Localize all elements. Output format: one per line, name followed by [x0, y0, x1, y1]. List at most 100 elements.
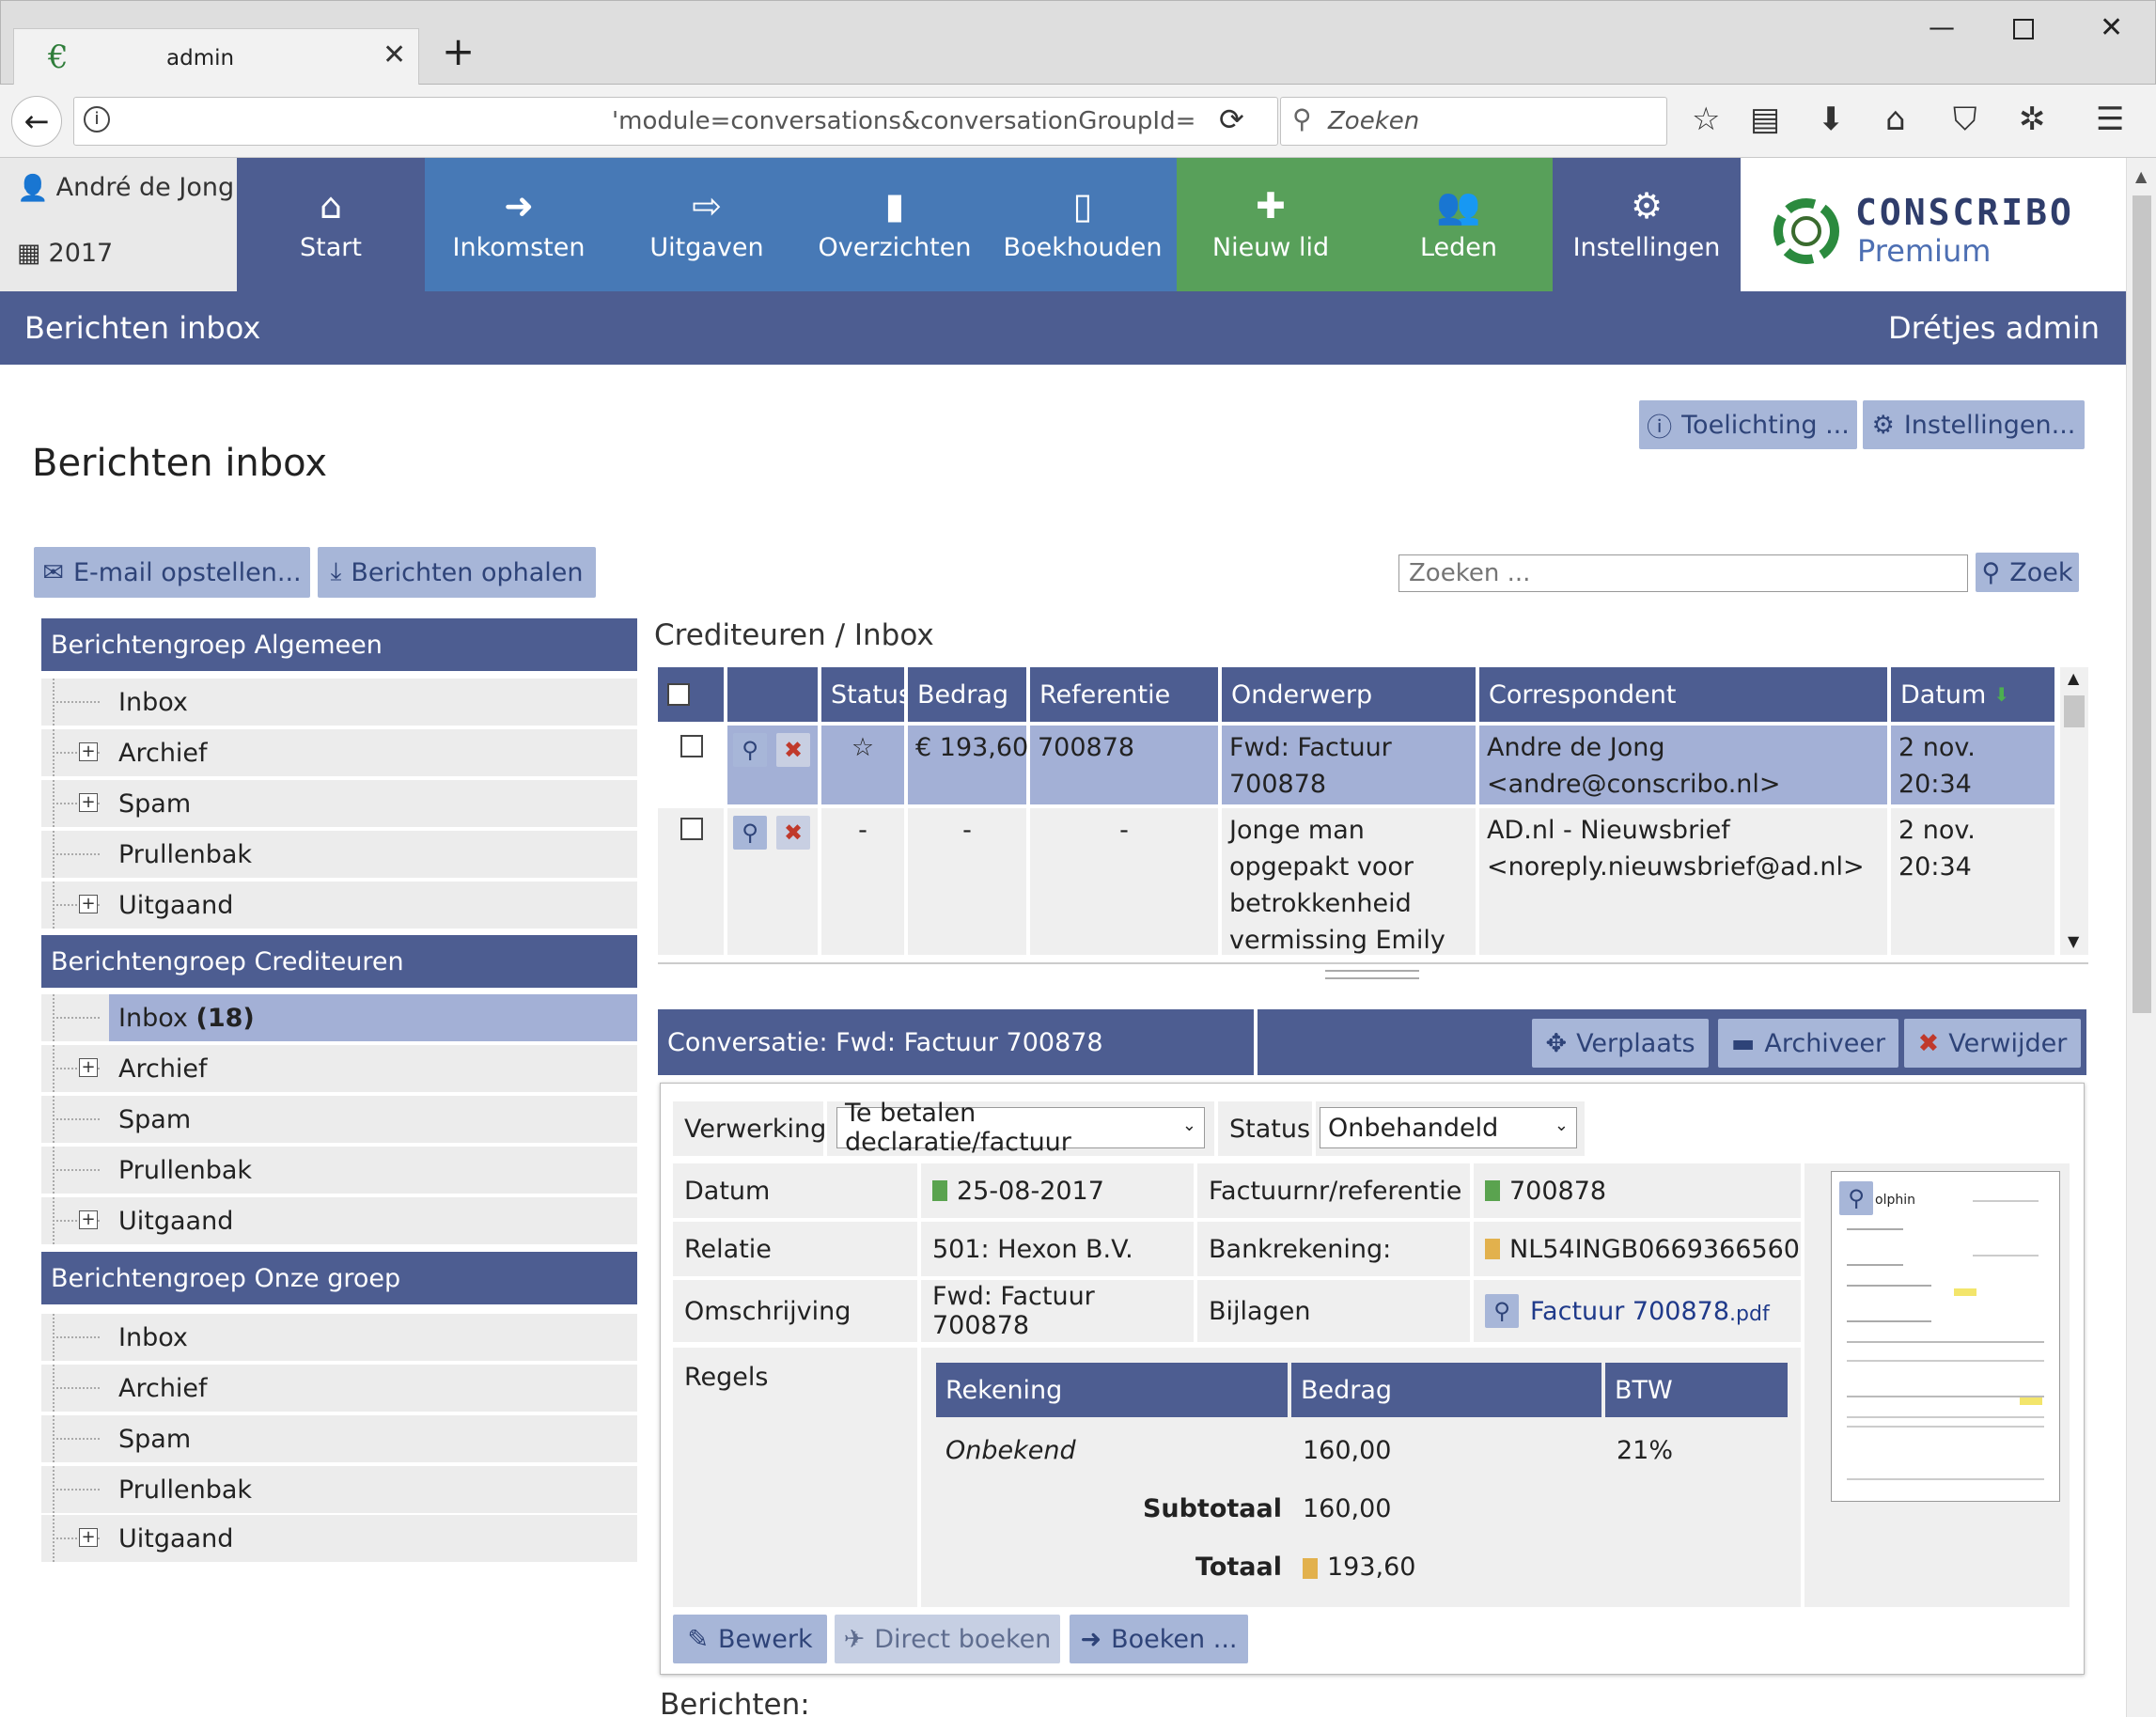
pocket-icon[interactable]: ⛉ — [1953, 101, 1977, 138]
zoom-icon[interactable]: ⚲ — [1485, 1294, 1519, 1328]
row-checkbox[interactable] — [680, 818, 703, 840]
move-button[interactable]: ✥ Verplaats — [1532, 1019, 1709, 1068]
expand-icon[interactable]: + — [79, 895, 98, 913]
window-close-icon[interactable]: ✕ — [2100, 11, 2124, 44]
relation-value: 501: Hexon B.V. — [921, 1222, 1194, 1276]
reading-list-icon[interactable]: ▤ — [1750, 101, 1781, 138]
delete-message-button[interactable]: ✖ — [776, 733, 810, 767]
help-button[interactable]: ⓘ Toelichting ... — [1639, 400, 1857, 449]
nav-overzichten[interactable]: ▮ Overzichten — [801, 158, 989, 291]
list-scroll-down-icon[interactable]: ▼ — [2068, 932, 2080, 950]
invoice-preview[interactable]: ⚲ olphin — [1831, 1171, 2060, 1502]
url-text[interactable]: 'module=conversations&conversationGroupI… — [612, 107, 1196, 135]
column-bedrag[interactable]: Bedrag — [908, 667, 1026, 722]
tree-item-crediteuren-uitgaand[interactable]: + Uitgaand — [41, 1197, 637, 1244]
list-scroll-up-icon[interactable]: ▲ — [2068, 669, 2080, 687]
maximize-icon[interactable] — [2013, 19, 2034, 39]
date-value[interactable]: 25-08-2017 — [921, 1163, 1194, 1218]
nav-nieuw-lid[interactable]: ✚ Nieuw lid — [1177, 158, 1365, 291]
preview-zoom-icon[interactable]: ⚲ — [1839, 1181, 1873, 1215]
column-correspondent[interactable]: Correspondent — [1479, 667, 1887, 722]
status-select[interactable]: Onbehandeld ⌄ — [1320, 1107, 1577, 1148]
year-selector[interactable]: ▦ 2017 — [17, 239, 114, 268]
minimize-icon[interactable]: — — [1929, 11, 1955, 42]
tree-item-onze-groep-archief[interactable]: Archief — [41, 1365, 637, 1412]
group-header-crediteuren[interactable]: Berichtengroep Crediteuren — [41, 935, 637, 988]
close-tab-icon[interactable]: ✕ — [383, 39, 407, 71]
tree-item-onze-groep-inbox[interactable]: Inbox — [41, 1314, 637, 1361]
nav-leden[interactable]: 👥 Leden — [1365, 158, 1553, 291]
nav-inkomsten[interactable]: ➜ Inkomsten — [425, 158, 613, 291]
group-header-algemeen[interactable]: Berichtengroep Algemeen — [41, 618, 637, 671]
back-button[interactable]: ← — [11, 96, 62, 147]
table-row[interactable]: ⚲ ✖ ☆ € 193,60 700878 Fwd: Factuur 70087… — [658, 726, 2054, 804]
settings-button[interactable]: ⚙ Instellingen... — [1863, 400, 2085, 449]
extension-icon[interactable]: ✲ — [2019, 101, 2046, 138]
tree-item-onze-groep-uitgaand[interactable]: + Uitgaand — [41, 1515, 637, 1562]
edit-button[interactable]: ✎ Bewerk — [673, 1615, 827, 1663]
expand-icon[interactable]: + — [79, 1528, 98, 1547]
compose-email-button[interactable]: ✉ E-mail opstellen... — [34, 547, 310, 598]
view-message-button[interactable]: ⚲ — [733, 733, 767, 767]
new-tab-icon[interactable]: + — [442, 28, 476, 74]
view-message-button[interactable]: ⚲ — [733, 816, 767, 850]
nav-instellingen[interactable]: ⚙ Instellingen — [1553, 158, 1741, 291]
delete-message-button[interactable]: ✖ — [776, 816, 810, 850]
tree-item-algemeen-inbox[interactable]: Inbox — [41, 679, 637, 726]
info-icon[interactable]: i — [84, 106, 110, 133]
book-button[interactable]: ➜ Boeken ... — [1070, 1615, 1248, 1663]
table-row[interactable]: ⚲ ✖ - - - Jonge man opgepakt voor betrok… — [658, 808, 2054, 955]
bank-value[interactable]: NL54INGB0669366560 — [1474, 1222, 1801, 1276]
nav-boekhouden[interactable]: ▯ Boekhouden — [989, 158, 1177, 291]
row-status[interactable]: ☆ — [821, 726, 904, 804]
column-onderwerp[interactable]: Onderwerp — [1222, 667, 1476, 722]
tree-item-algemeen-spam[interactable]: + Spam — [41, 780, 637, 827]
tree-item-crediteuren-inbox[interactable]: Inbox (18) — [41, 994, 637, 1041]
row-checkbox[interactable] — [680, 735, 703, 757]
archive-button[interactable]: ▬ Archiveer — [1718, 1019, 1898, 1068]
list-scrollbar[interactable]: ▲ ▼ — [2060, 667, 2088, 955]
resize-splitter[interactable] — [658, 962, 2088, 979]
browser-search-box[interactable]: ⚲ Zoeken — [1280, 97, 1667, 146]
select-all-checkbox[interactable] — [667, 683, 690, 706]
attachment-link[interactable]: ⚲ Factuur 700878 .pdf — [1474, 1280, 1801, 1342]
column-datum[interactable]: Datum ⬇ — [1891, 667, 2054, 722]
tree-item-algemeen-archief[interactable]: + Archief — [41, 729, 637, 776]
expand-icon[interactable]: + — [79, 1210, 98, 1229]
search-button[interactable]: ⚲ Zoek — [1976, 553, 2079, 592]
expand-icon[interactable]: + — [79, 793, 98, 812]
message-search-input[interactable] — [1398, 554, 1968, 592]
tree-item-crediteuren-archief[interactable]: + Archief — [41, 1045, 637, 1092]
column-status[interactable]: Status — [821, 667, 912, 722]
group-header-onze-groep[interactable]: Berichtengroep Onze groep — [41, 1252, 637, 1304]
tree-item-crediteuren-spam[interactable]: Spam — [41, 1096, 637, 1143]
tree-item-algemeen-prullenbak[interactable]: Prullenbak — [41, 831, 637, 878]
tree-item-crediteuren-prullenbak[interactable]: Prullenbak — [41, 1147, 637, 1194]
page-scrollbar[interactable]: ▲ — [2126, 158, 2156, 1717]
reload-icon[interactable]: ⟳ — [1219, 101, 1244, 137]
processing-select[interactable]: Te betalen declaratie/factuur ⌄ — [836, 1099, 1205, 1157]
menu-hamburger-icon[interactable]: ☰ — [2096, 101, 2125, 138]
list-scroll-thumb[interactable] — [2064, 695, 2085, 727]
browser-tab[interactable]: € admin ✕ — [13, 28, 419, 85]
scroll-up-icon[interactable]: ▲ — [2135, 167, 2148, 185]
bookmark-star-icon[interactable]: ☆ — [1692, 101, 1721, 138]
url-bar[interactable]: i 'module=conversations&conversationGrou… — [73, 97, 1278, 146]
tree-item-algemeen-uitgaand[interactable]: + Uitgaand — [41, 882, 637, 929]
direct-book-button[interactable]: ✈ Direct boeken — [835, 1615, 1060, 1663]
row-status[interactable]: - — [821, 808, 904, 955]
home-browser-icon[interactable]: ⌂ — [1885, 101, 1906, 138]
fetch-messages-button[interactable]: ⤓ Berichten ophalen — [318, 547, 596, 598]
column-referentie[interactable]: Referentie — [1030, 667, 1218, 722]
nav-uitgaven[interactable]: ⇨ Uitgaven — [613, 158, 801, 291]
expand-icon[interactable]: + — [79, 742, 98, 761]
expand-icon[interactable]: + — [79, 1058, 98, 1077]
user-name[interactable]: 👤 André de Jong — [17, 173, 235, 203]
tree-item-onze-groep-spam[interactable]: Spam — [41, 1415, 637, 1462]
tree-item-onze-groep-prullenbak[interactable]: Prullenbak — [41, 1466, 637, 1513]
invoice-value[interactable]: 700878 — [1474, 1163, 1801, 1218]
nav-start[interactable]: ⌂ Start — [237, 158, 425, 291]
scroll-thumb[interactable] — [2133, 195, 2151, 1013]
download-icon[interactable]: ⬇ — [1818, 101, 1845, 138]
delete-button[interactable]: ✖ Verwijder — [1904, 1019, 2081, 1068]
